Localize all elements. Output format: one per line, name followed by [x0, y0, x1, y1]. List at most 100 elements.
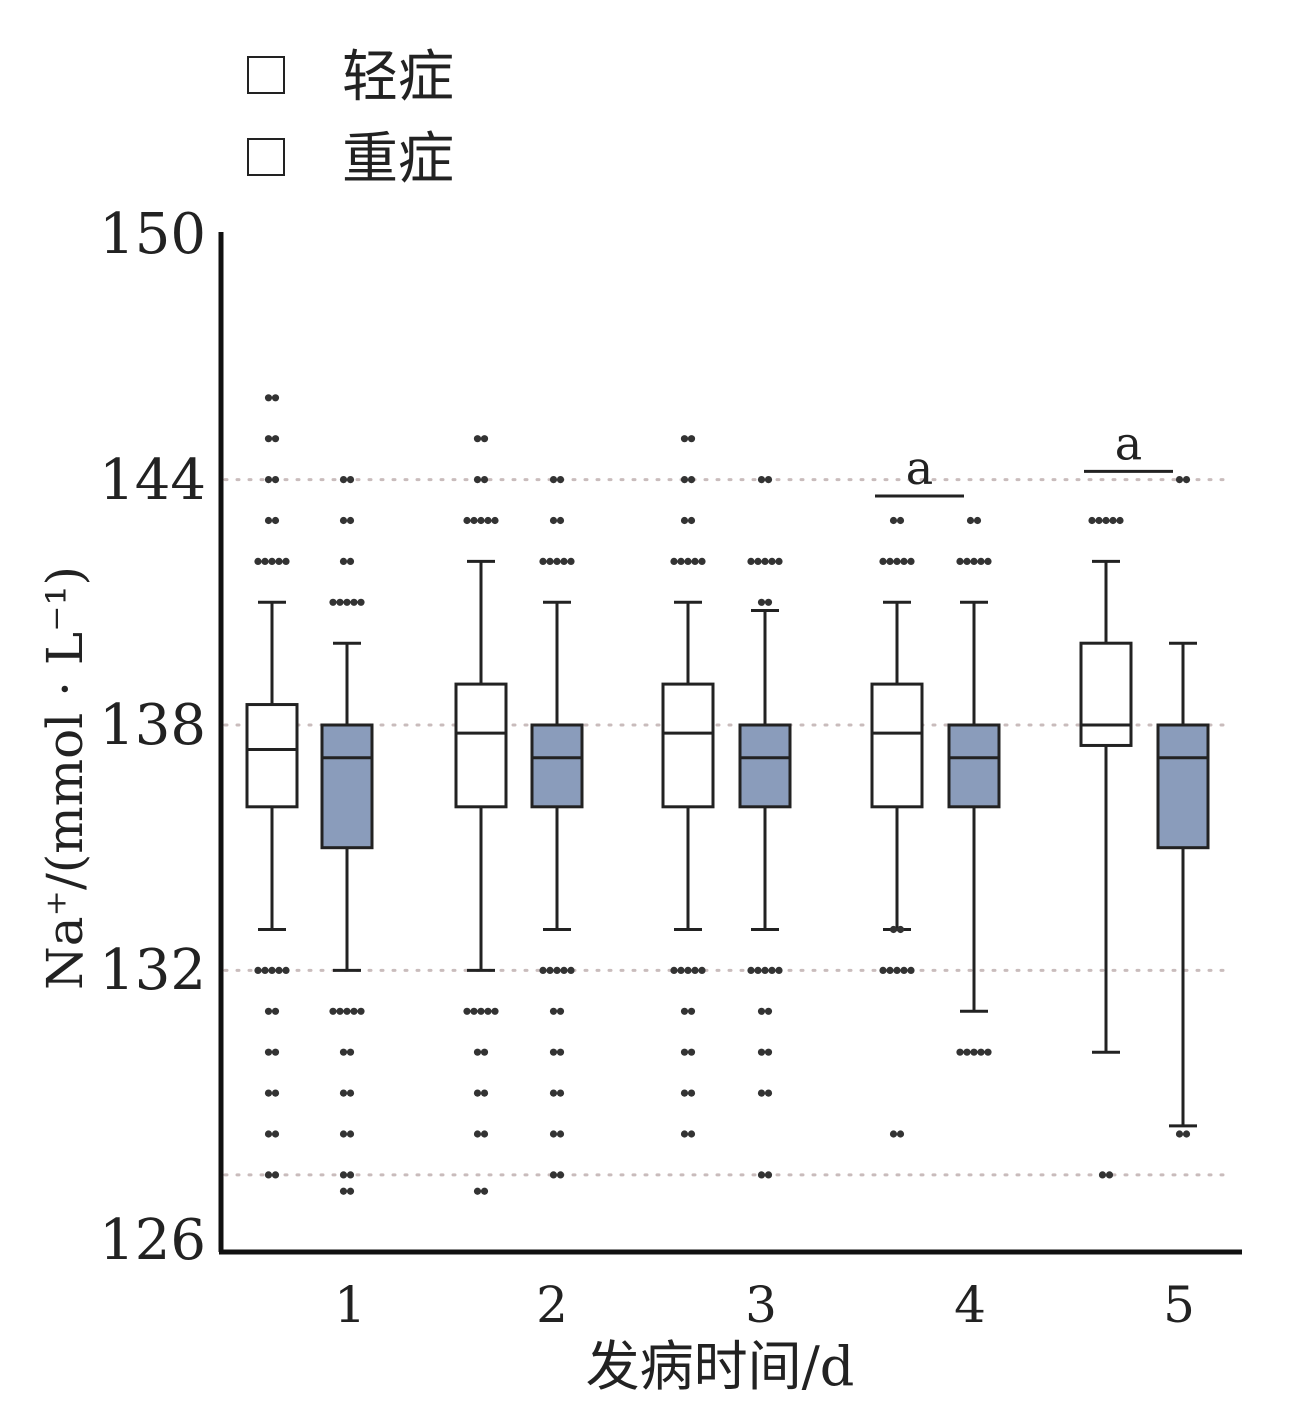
outlier-series-2-day-1-4-3: [350, 1007, 358, 1015]
outlier-series-1-day-1-6-0: [264, 1007, 273, 1015]
outlier-series-1-day-1-5-3: [275, 966, 283, 975]
outlier-series-1-day-4-1-4: [907, 557, 915, 566]
outlier-series-2-day-2-8-1: [556, 1171, 565, 1179]
outlier-series-1-day-3-3-4: [698, 557, 706, 566]
outlier-series-2-day-1-2-1: [346, 557, 355, 566]
outlier-series-2-day-3-1-2: [761, 557, 769, 566]
outlier-series-2-day-4-1-1: [963, 557, 971, 566]
outlier-series-1-day-2-1-0: [473, 476, 482, 484]
outlier-series-1-day-2-5-0: [473, 1089, 482, 1097]
outlier-series-1-day-2-2-3: [484, 516, 492, 525]
outlier-series-1-day-2-2-1: [470, 516, 478, 525]
legend-label-mild: 轻症: [342, 45, 454, 110]
outlier-series-2-day-3-7-1: [764, 1171, 773, 1179]
outlier-series-2-day-5-1-1: [1182, 1130, 1191, 1138]
outlier-series-1-day-3-5-1: [687, 1007, 696, 1015]
y-tick-132: 132: [99, 938, 206, 1003]
outlier-series-2-day-1-5-1: [346, 1048, 355, 1056]
outlier-series-1-day-2-2-0: [463, 516, 471, 525]
outlier-series-2-day-2-2-3: [560, 557, 568, 566]
outlier-series-2-day-2-3-0: [539, 966, 547, 975]
outlier-series-1-day-1-3-1: [271, 516, 280, 525]
outlier-series-2-day-3-1-3: [768, 557, 776, 566]
outlier-series-2-day-2-3-2: [553, 966, 561, 975]
outlier-series-1-day-5-0-3: [1109, 516, 1117, 525]
y-axis-label: Na⁺/(mmol · L⁻¹): [36, 565, 94, 990]
outlier-series-2-day-3-1-0: [747, 557, 755, 566]
outlier-series-1-day-2-4-1: [480, 1048, 489, 1056]
outlier-series-1-day-1-7-1: [271, 1048, 280, 1056]
outlier-series-2-day-1-1-1: [346, 516, 355, 525]
outlier-series-1-day-1-7-0: [264, 1048, 273, 1056]
outlier-series-1-day-4-1-2: [893, 557, 901, 566]
outlier-series-2-day-1-3-0: [329, 598, 337, 606]
box-series-2-day-1: [320, 723, 374, 850]
outlier-series-1-day-2-3-2: [477, 1007, 485, 1015]
outlier-series-2-day-4-2-0: [956, 1048, 964, 1056]
outlier-series-2-day-2-4-1: [556, 1007, 565, 1015]
outlier-series-2-day-3-0-1: [764, 476, 773, 484]
outlier-series-2-day-1-2-0: [339, 557, 348, 566]
outlier-series-1-day-3-1-0: [680, 476, 689, 484]
outlier-series-2-day-2-5-0: [549, 1048, 558, 1056]
outlier-series-2-day-1-4-1: [336, 1007, 344, 1015]
box-series-2-day-3: [738, 723, 792, 809]
outlier-series-1-day-4-2-0: [889, 925, 898, 934]
outlier-series-1-day-4-4-0: [889, 1130, 898, 1138]
outlier-series-2-day-1-3-3: [350, 598, 358, 606]
outlier-series-1-day-1-9-1: [271, 1130, 280, 1138]
outlier-series-2-day-2-1-0: [549, 516, 558, 525]
legend-label-severe: 重症: [342, 127, 454, 192]
outlier-series-2-day-3-6-0: [757, 1089, 766, 1097]
outlier-series-2-day-1-7-1: [346, 1130, 355, 1138]
outlier-series-2-day-2-3-3: [560, 966, 568, 975]
outlier-series-1-day-5-1-1: [1105, 1171, 1114, 1179]
outlier-series-1-day-2-7-1: [480, 1187, 489, 1195]
outlier-series-2-day-2-1-1: [556, 516, 565, 525]
outlier-series-2-day-1-4-4: [357, 1007, 365, 1015]
outlier-series-1-day-1-9-0: [264, 1130, 273, 1138]
outlier-series-2-day-2-6-1: [556, 1089, 565, 1097]
outlier-series-1-day-4-1-1: [886, 557, 894, 566]
outlier-series-1-day-1-10-1: [271, 1171, 280, 1179]
outlier-series-1-day-1-10-0: [264, 1171, 273, 1179]
outlier-series-2-day-4-1-0: [956, 557, 964, 566]
box-series-1-day-4: [870, 682, 924, 809]
outlier-series-1-day-3-0-0: [680, 435, 689, 443]
outlier-series-1-day-3-4-2: [684, 966, 692, 975]
outlier-series-1-day-5-0-1: [1095, 516, 1103, 525]
outlier-series-2-day-2-2-0: [539, 557, 547, 566]
outlier-series-2-day-2-3-1: [546, 966, 554, 975]
x-tick-5: 5: [1163, 1276, 1195, 1334]
outlier-series-1-day-5-1-0: [1098, 1171, 1107, 1179]
outlier-series-2-day-3-7-0: [757, 1171, 766, 1179]
outlier-series-2-day-2-0-1: [556, 476, 565, 484]
outlier-series-1-day-3-7-1: [687, 1089, 696, 1097]
outlier-series-1-day-3-3-1: [677, 557, 685, 566]
outlier-series-2-day-1-8-1: [346, 1171, 355, 1179]
outlier-series-2-day-4-0-0: [966, 516, 975, 525]
outlier-series-2-day-3-2-0: [757, 598, 766, 606]
outlier-series-2-day-1-6-1: [346, 1089, 355, 1097]
outlier-series-2-day-1-0-1: [346, 476, 355, 484]
outlier-series-2-day-3-3-2: [761, 966, 769, 975]
outlier-series-2-day-3-3-1: [754, 966, 762, 975]
box-series-1-day-5: [1079, 641, 1133, 747]
outlier-series-1-day-2-7-0: [473, 1187, 482, 1195]
outlier-series-1-day-3-6-1: [687, 1048, 696, 1056]
outlier-series-2-day-3-4-1: [764, 1007, 773, 1015]
outlier-series-2-day-4-1-3: [977, 557, 985, 566]
outlier-series-2-day-2-4-0: [549, 1007, 558, 1015]
outlier-series-1-day-3-4-3: [691, 966, 699, 975]
outlier-series-2-day-3-5-1: [764, 1048, 773, 1056]
outlier-series-1-day-2-3-3: [484, 1007, 492, 1015]
outlier-series-2-day-3-4-0: [757, 1007, 766, 1015]
outlier-series-1-day-1-0-1: [271, 394, 280, 402]
outlier-series-2-day-3-5-0: [757, 1048, 766, 1056]
outlier-series-2-day-2-8-0: [549, 1171, 558, 1179]
outlier-series-2-day-1-1-0: [339, 516, 348, 525]
outlier-series-2-day-3-3-0: [747, 966, 755, 975]
outlier-series-1-day-3-3-3: [691, 557, 699, 566]
significance-label-1: a: [906, 441, 933, 495]
